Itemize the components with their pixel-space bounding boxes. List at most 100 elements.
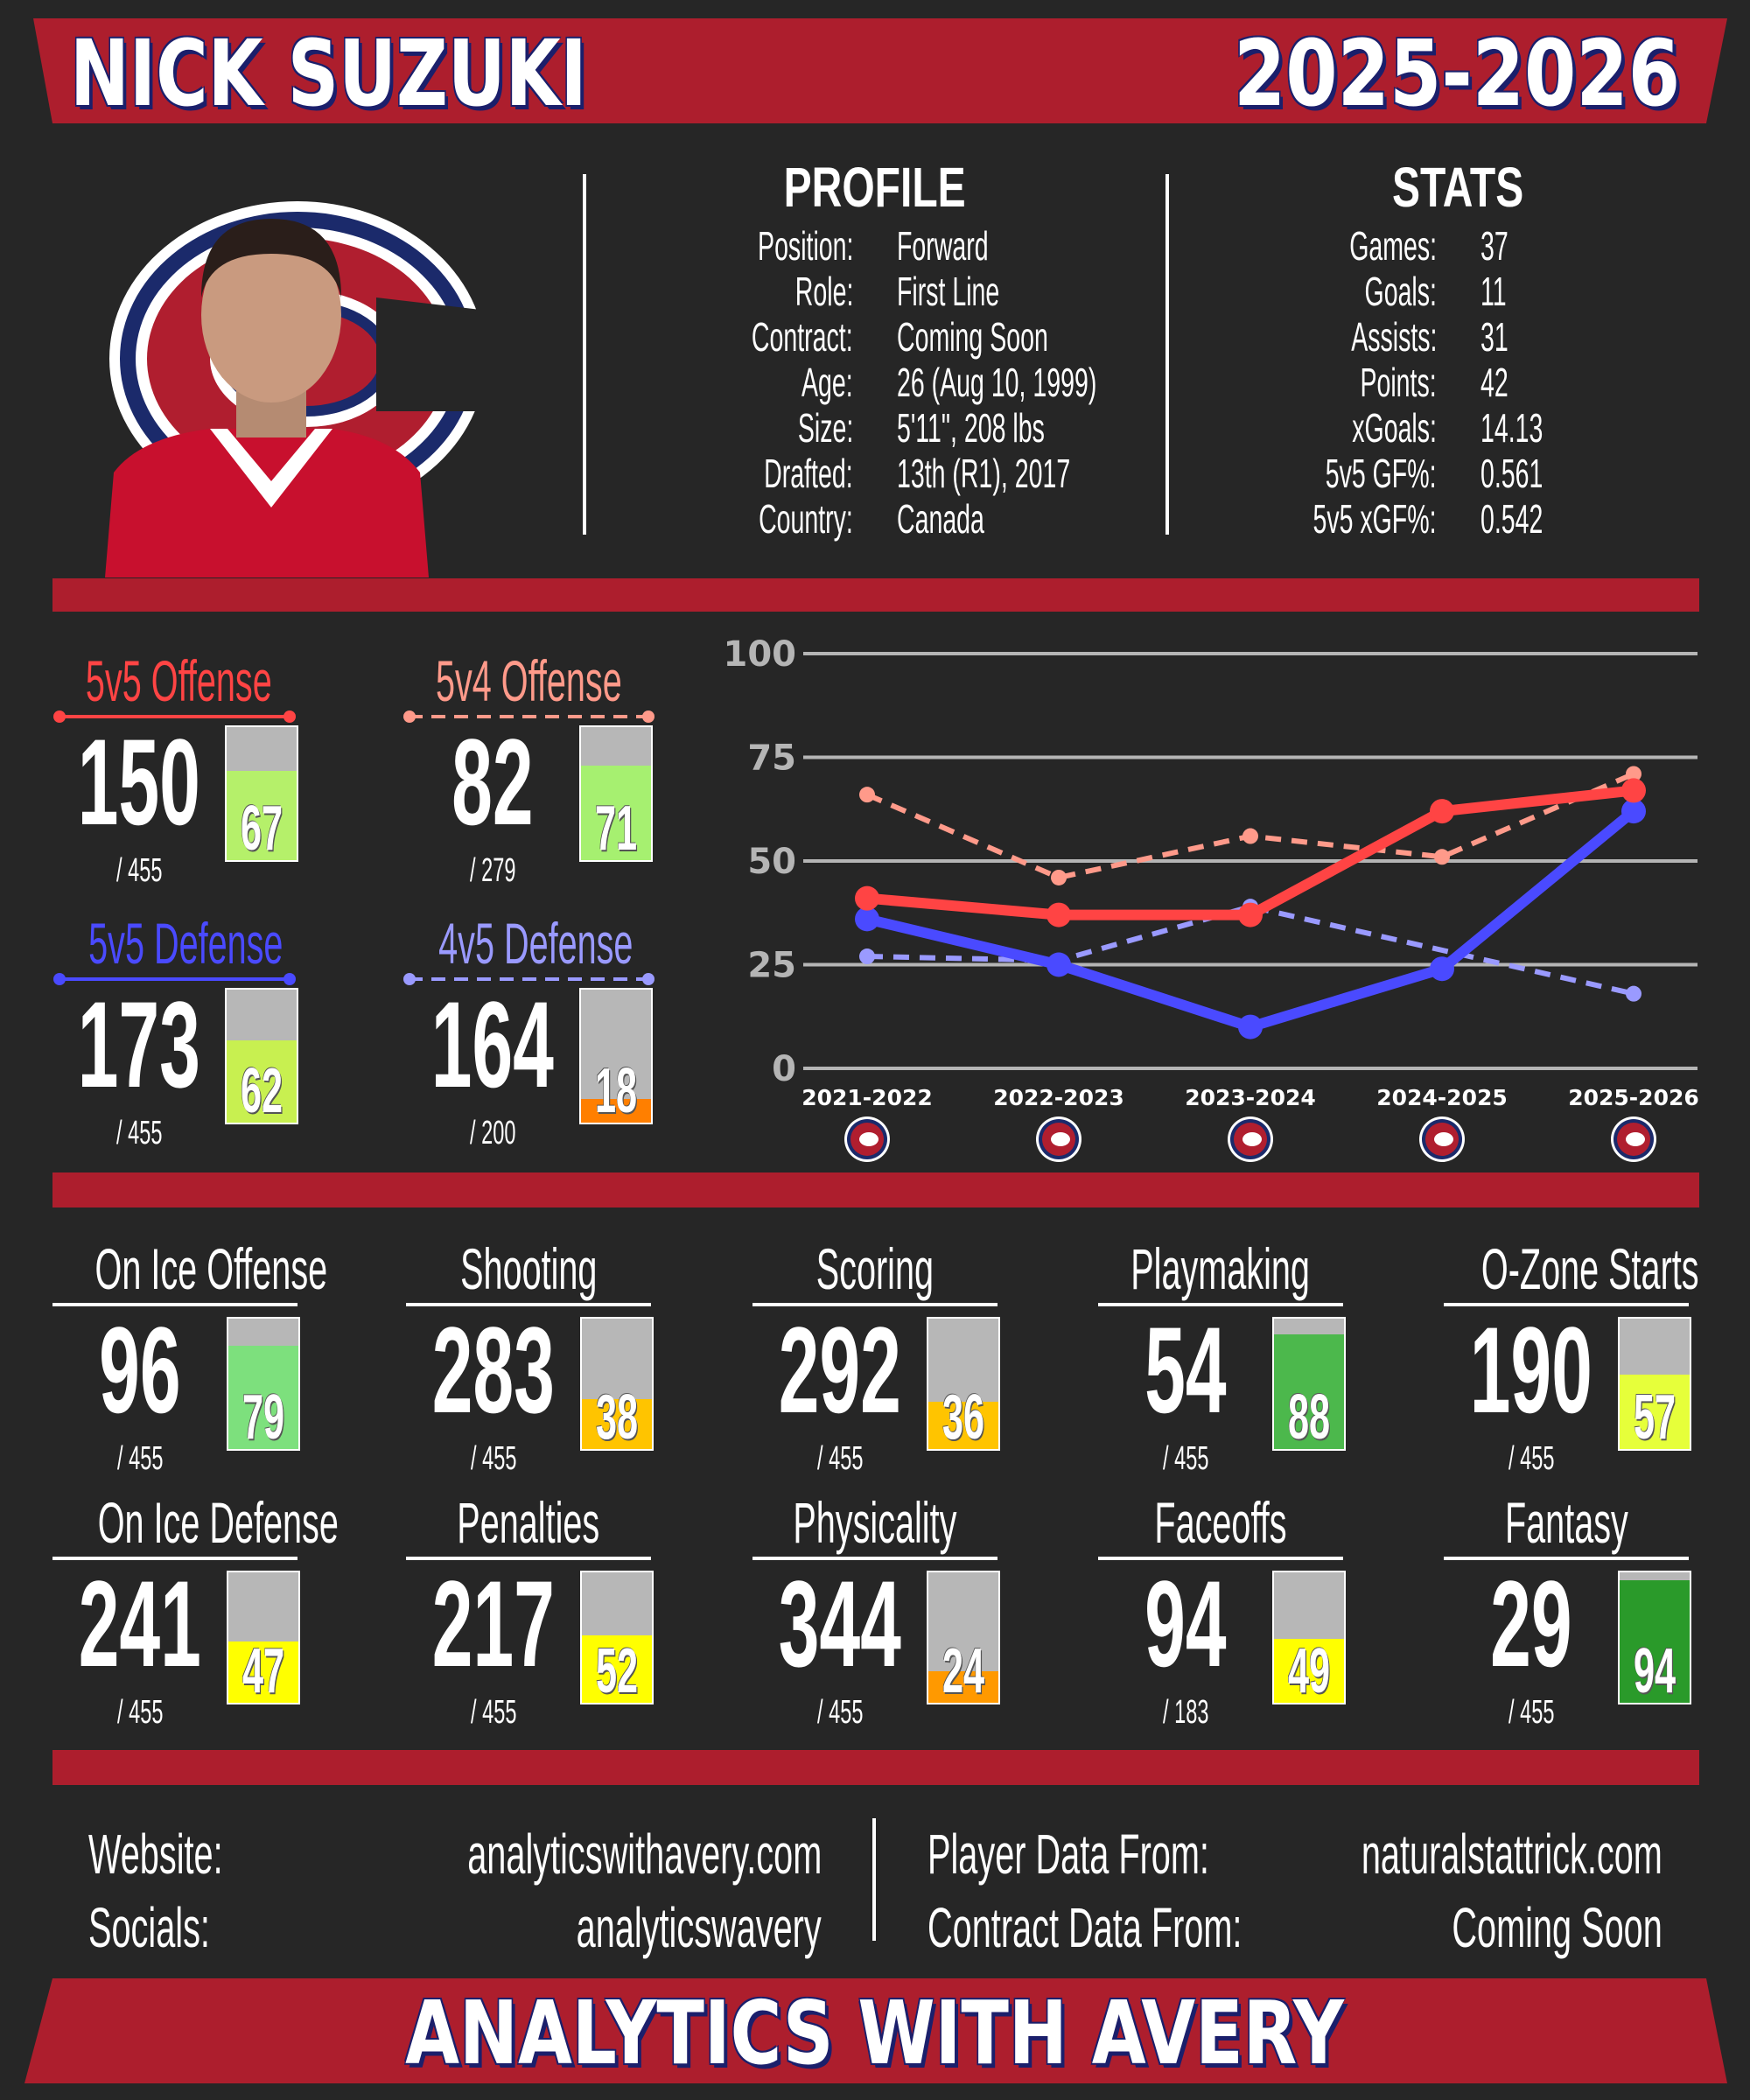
rank-number: 283 bbox=[431, 1301, 556, 1438]
profile-label: Contract: bbox=[752, 314, 853, 360]
profile-value: Coming Soon bbox=[897, 314, 1048, 360]
data-point bbox=[859, 948, 875, 965]
percentile-value: 38 bbox=[596, 1382, 639, 1451]
percentile-value: 57 bbox=[1634, 1382, 1676, 1451]
data-point bbox=[1238, 902, 1263, 928]
contract-data-source: Coming Soon bbox=[1452, 1896, 1662, 1959]
stats-value: 11 bbox=[1480, 269, 1507, 314]
footer-divider bbox=[872, 1818, 876, 1941]
socials-handle[interactable]: analyticswavery bbox=[576, 1896, 822, 1959]
percentile-value: 49 bbox=[1288, 1636, 1331, 1704]
card-title: On Ice Defense bbox=[97, 1490, 339, 1555]
percentile-fill bbox=[581, 1098, 651, 1123]
rank-number: 173 bbox=[77, 976, 201, 1113]
percentile-bar: 52 bbox=[580, 1571, 654, 1704]
header-banner: NICK SUZUKI 2025-2026 bbox=[0, 18, 1750, 127]
title-underline bbox=[409, 715, 649, 718]
percentile-value: 94 bbox=[1634, 1636, 1676, 1704]
profile-value: Canada bbox=[897, 496, 984, 542]
team-logo-icon bbox=[1419, 1116, 1465, 1162]
website-label: Website: bbox=[88, 1823, 223, 1886]
team-logo-icon bbox=[1036, 1116, 1082, 1162]
percentile-bar: 24 bbox=[927, 1571, 1000, 1704]
y-tick-label: 50 bbox=[747, 842, 796, 882]
rank-number: 94 bbox=[1144, 1555, 1227, 1692]
underline-dot bbox=[403, 973, 416, 985]
profile-label: Drafted: bbox=[764, 451, 853, 496]
title-underline bbox=[1444, 1303, 1689, 1306]
card-title: 5v4 Offense bbox=[436, 648, 622, 713]
rank-total: / 455 bbox=[470, 1694, 517, 1731]
card-title: Shooting bbox=[459, 1236, 598, 1301]
title-underline bbox=[752, 1557, 998, 1560]
card-title: Faceoffs bbox=[1154, 1490, 1287, 1555]
percentile-bar: 79 bbox=[227, 1317, 300, 1451]
percentile-bar: 62 bbox=[225, 988, 298, 1124]
title-underline bbox=[409, 977, 649, 981]
percentile-bar: 49 bbox=[1272, 1571, 1346, 1704]
percentile-bar: 57 bbox=[1618, 1317, 1691, 1451]
rank-total: / 455 bbox=[1508, 1694, 1555, 1731]
percentile-fill bbox=[928, 1671, 998, 1703]
footer-banner-shape bbox=[24, 1978, 1727, 2083]
x-tick-label: 2023-2024 bbox=[1185, 1085, 1316, 1110]
rank-total: / 455 bbox=[1162, 1440, 1209, 1477]
stats-label: Games: bbox=[1349, 223, 1437, 269]
percentile-bar: 38 bbox=[580, 1317, 654, 1451]
rank-total: / 455 bbox=[116, 1694, 164, 1731]
profile-value: 13th (R1), 2017 bbox=[897, 451, 1071, 496]
card-title: 4v5 Defense bbox=[438, 911, 634, 976]
season-label: 2025-2026 bbox=[1233, 20, 1680, 127]
percentile-fill bbox=[228, 1346, 298, 1449]
data-point bbox=[1046, 902, 1071, 928]
stats-label: 5v5 GF%: bbox=[1326, 451, 1437, 496]
percentile-bar: 94 bbox=[1618, 1571, 1691, 1704]
percentile-bar: 88 bbox=[1272, 1317, 1346, 1451]
title-underline bbox=[52, 1303, 298, 1306]
title-underline bbox=[406, 1557, 651, 1560]
stats-label: Goals: bbox=[1364, 269, 1437, 314]
data-point bbox=[859, 787, 875, 803]
data-point bbox=[1242, 828, 1258, 844]
stats-label: 5v5 xGF%: bbox=[1312, 496, 1437, 542]
data-point bbox=[1051, 869, 1067, 886]
stats-title: STATS bbox=[1391, 156, 1524, 219]
data-point bbox=[855, 906, 879, 932]
data-point bbox=[1626, 766, 1642, 782]
website-link[interactable]: analyticswithavery.com bbox=[466, 1823, 822, 1886]
profile-label: Role: bbox=[794, 269, 853, 314]
player-name: NICK SUZUKI bbox=[70, 20, 587, 127]
player-data-source[interactable]: naturalstattrick.com bbox=[1361, 1823, 1662, 1886]
stats-value: 14.13 bbox=[1480, 405, 1544, 451]
title-underline bbox=[752, 1303, 998, 1306]
underline-dot bbox=[284, 973, 296, 985]
rank-number: 190 bbox=[1469, 1301, 1593, 1438]
profile-label: Position: bbox=[757, 223, 853, 269]
title-underline bbox=[1098, 1557, 1343, 1560]
section-divider-1 bbox=[52, 578, 1699, 612]
profile-value: Forward bbox=[897, 223, 989, 269]
team-logo-icon bbox=[1611, 1116, 1656, 1162]
x-tick-label: 2025-2026 bbox=[1568, 1085, 1699, 1110]
stats-value: 42 bbox=[1480, 360, 1508, 405]
rank-number: 150 bbox=[77, 713, 201, 850]
stats-label: Assists: bbox=[1350, 314, 1437, 360]
rank-number: 344 bbox=[778, 1555, 902, 1692]
series-line-0 bbox=[866, 904, 1634, 997]
data-point bbox=[1238, 1014, 1263, 1040]
title-underline bbox=[59, 977, 290, 981]
data-point bbox=[1434, 849, 1450, 865]
percentile-value: 18 bbox=[595, 1056, 638, 1124]
percentile-bar: 71 bbox=[579, 725, 653, 862]
player-photo bbox=[105, 219, 429, 578]
percentile-fill bbox=[1274, 1334, 1344, 1449]
rank-number: 241 bbox=[78, 1555, 202, 1692]
header-banner-shape bbox=[33, 18, 1727, 123]
series-line-3 bbox=[866, 785, 1634, 920]
underline-dot bbox=[53, 973, 66, 985]
x-tick-label: 2024-2025 bbox=[1376, 1085, 1508, 1110]
profile-label: Country: bbox=[759, 496, 853, 542]
data-point bbox=[1430, 956, 1454, 982]
percentile-value: 47 bbox=[242, 1636, 285, 1704]
stats-value: 31 bbox=[1480, 314, 1508, 360]
